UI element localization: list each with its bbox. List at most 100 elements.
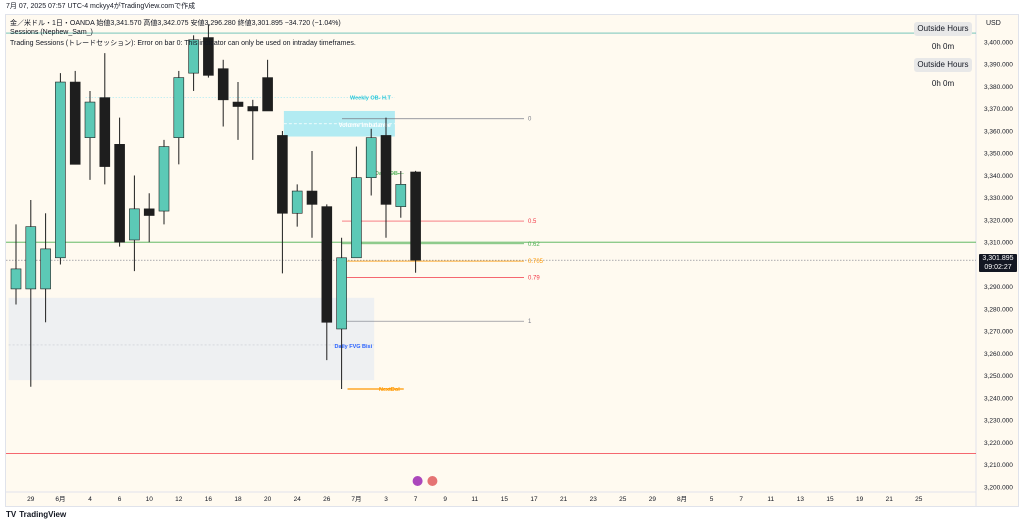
candle-body[interactable]: [10, 268, 22, 290]
x-tick-label: 15: [826, 496, 834, 503]
level-label: Weekly OB- H.T: [350, 96, 391, 102]
zone-1: [8, 297, 375, 381]
currency-label[interactable]: USD: [986, 20, 1001, 27]
x-tick-label: 23: [590, 496, 598, 503]
x-tick-label: 19: [856, 496, 864, 503]
fib-label: 0.705: [528, 259, 544, 265]
y-tick-label: 3,280.000: [984, 306, 1013, 313]
session-value-1: 0h 0m: [931, 42, 955, 51]
x-tick-label: 7月: [351, 495, 361, 503]
x-tick-label: 16: [205, 496, 213, 503]
y-tick-label: 3,340.000: [984, 173, 1013, 180]
candle-body[interactable]: [84, 101, 96, 138]
x-tick-label: 10: [146, 496, 154, 503]
y-tick-label: 3,320.000: [984, 217, 1013, 224]
x-tick-label: 12: [175, 496, 183, 503]
chart-area[interactable]: Volume Imbalance Daily FVG Bisi 3,200.000 3…: [5, 14, 1019, 507]
y-tick-label: 3,310.000: [984, 240, 1013, 247]
candle-body[interactable]: [351, 177, 362, 259]
y-tick-label: 3,330.000: [984, 195, 1013, 202]
candle-body[interactable]: [99, 97, 111, 167]
x-tick-label: 6: [118, 496, 122, 503]
y-tick-label: 3,350.000: [984, 151, 1013, 158]
level-label: NextDol: [379, 387, 400, 393]
symbol-legend[interactable]: 金／米ドル・1日・OANDA 始値3,341.570 高値3,342.075 安…: [10, 20, 341, 27]
session-label-2: Outside Hours: [914, 58, 972, 72]
lightning-event-icon[interactable]: [412, 476, 423, 486]
y-tick-label: 3,240.000: [984, 395, 1013, 402]
footer-brand[interactable]: TV TradingView: [6, 510, 66, 519]
y-tick-label: 3,270.000: [984, 329, 1013, 336]
x-tick-label: 25: [915, 496, 923, 503]
candle-body[interactable]: [25, 226, 37, 290]
x-tick-label: 21: [560, 496, 568, 503]
candle-body[interactable]: [129, 208, 140, 241]
last-price: 3,301.895: [982, 255, 1014, 262]
y-tick-label: 3,360.000: [984, 128, 1013, 135]
y-tick-label: 3,210.000: [984, 462, 1013, 469]
candle-body[interactable]: [173, 77, 185, 138]
x-tick-label: 3: [384, 496, 388, 503]
chart-header: 7月 07, 2025 07:57 UTC-4 mckyy4がTradingVi…: [6, 3, 196, 10]
fib-label: 0.5: [528, 219, 537, 225]
candle-body[interactable]: [306, 190, 318, 205]
candle-body[interactable]: [291, 190, 303, 214]
x-tick-label: 5: [710, 496, 714, 503]
y-tick-label: 3,250.000: [984, 373, 1013, 380]
x-tick-label: 21: [886, 496, 894, 503]
session-value-2: 0h 0m: [931, 79, 955, 88]
zone-label: Volume Imbalance: [339, 123, 392, 129]
candle-body[interactable]: [410, 171, 421, 261]
candle-body[interactable]: [247, 106, 259, 112]
candle-body[interactable]: [188, 39, 199, 74]
y-tick-label: 3,400.000: [984, 40, 1013, 47]
x-tick-label: 24: [294, 496, 302, 503]
x-tick-label: 7: [414, 496, 418, 503]
candle-body[interactable]: [143, 208, 155, 216]
x-tick-label: 20: [264, 496, 272, 503]
candle-body[interactable]: [232, 101, 244, 107]
candle-body[interactable]: [365, 137, 377, 178]
candle-body[interactable]: [321, 206, 333, 323]
x-tick-label: 29: [27, 496, 35, 503]
price-chart[interactable]: Volume Imbalance Daily FVG Bisi 3,200.000 3…: [6, 15, 1018, 506]
x-tick-label: 25: [619, 496, 627, 503]
indicator-error: Trading Sessions (トレードセッション): Error on b…: [10, 40, 356, 47]
candle-body[interactable]: [217, 68, 229, 101]
candle-body[interactable]: [380, 135, 392, 205]
x-tick-label: 9: [443, 496, 447, 503]
candle-body[interactable]: [114, 144, 125, 243]
x-tick-label: 13: [797, 496, 805, 503]
x-tick-label: 6月: [55, 495, 65, 503]
candle-body[interactable]: [336, 257, 347, 330]
x-tick-label: 18: [234, 496, 242, 503]
y-tick-label: 3,200.000: [984, 484, 1013, 491]
candle-body[interactable]: [158, 146, 170, 212]
candle-body[interactable]: [277, 135, 288, 214]
candle-body[interactable]: [203, 37, 214, 76]
y-tick-label: 3,230.000: [984, 418, 1013, 425]
x-tick-label: 29: [649, 496, 657, 503]
x-tick-label: 4: [88, 496, 92, 503]
y-tick-label: 3,370.000: [984, 106, 1013, 113]
y-tick-label: 3,260.000: [984, 351, 1013, 358]
y-tick-label: 3,220.000: [984, 440, 1013, 447]
x-tick-label: 17: [530, 496, 538, 503]
session-label-1: Outside Hours: [914, 22, 972, 36]
fib-label: 0.79: [528, 275, 540, 281]
last-price-badge: 3,301.895 09:02:27: [979, 254, 1017, 272]
us-flag-event-icon[interactable]: [427, 476, 438, 486]
fib-label: 0: [528, 117, 532, 123]
candle-body[interactable]: [69, 81, 81, 165]
candle-body[interactable]: [55, 81, 66, 259]
bar-countdown: 09:02:27: [984, 264, 1012, 271]
y-tick-label: 3,390.000: [984, 62, 1013, 69]
indicator-sessions[interactable]: Sessions (Nephew_Sam_): [10, 29, 93, 36]
brand-label: TradingView: [19, 510, 67, 519]
tradingview-logo-icon: TV: [6, 510, 17, 519]
candle-body[interactable]: [40, 248, 51, 290]
candle-body[interactable]: [395, 184, 407, 207]
x-tick-label: 11: [471, 496, 478, 503]
candle-body[interactable]: [262, 77, 273, 112]
fib-label: 1: [528, 319, 532, 325]
